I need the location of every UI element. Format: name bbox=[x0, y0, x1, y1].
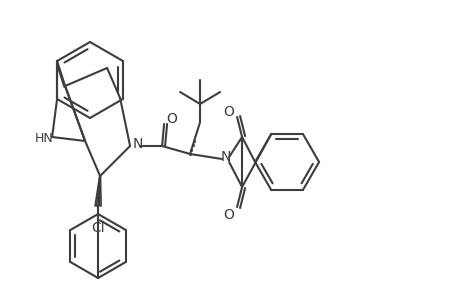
Text: N: N bbox=[220, 150, 231, 164]
Text: HN: HN bbox=[34, 133, 53, 146]
Text: Cl: Cl bbox=[91, 221, 105, 235]
Text: O: O bbox=[223, 105, 234, 119]
Text: N: N bbox=[133, 137, 143, 151]
Text: O: O bbox=[223, 208, 234, 222]
Text: O: O bbox=[166, 112, 177, 126]
